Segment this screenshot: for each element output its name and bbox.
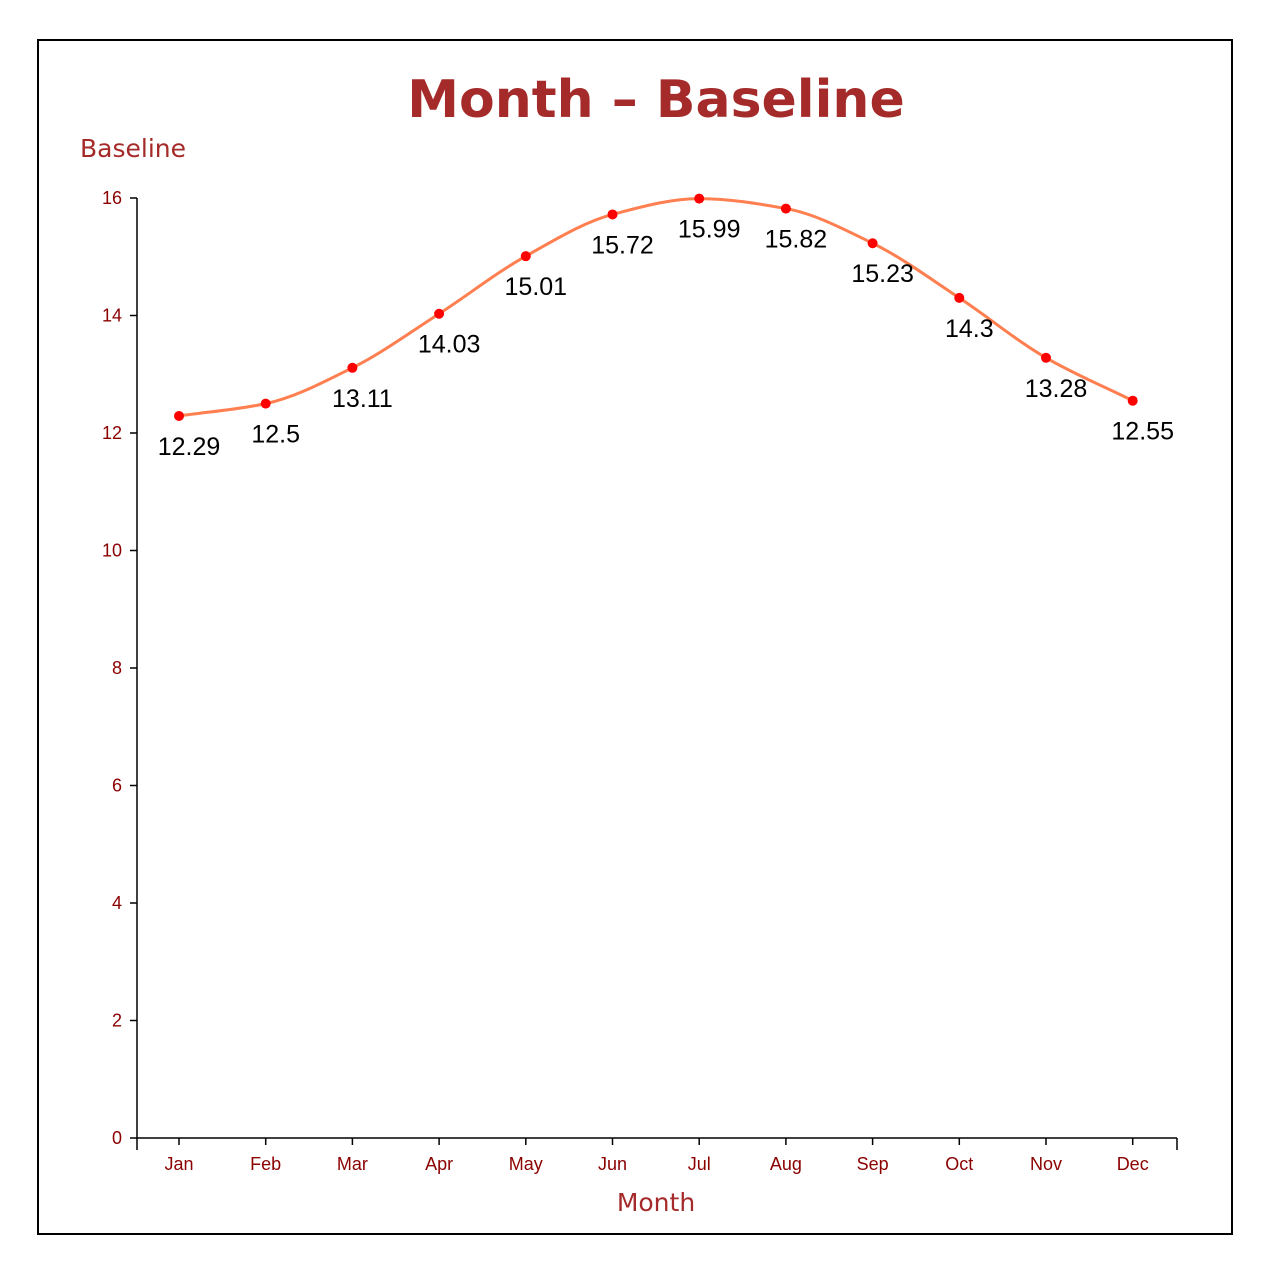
- data-label: 15.82: [765, 226, 828, 254]
- data-points: [174, 193, 1138, 421]
- x-tick-label: Dec: [1117, 1154, 1149, 1174]
- data-label: 14.3: [945, 315, 994, 343]
- y-tick-label: 6: [112, 776, 122, 796]
- data-label: 15.23: [851, 260, 914, 288]
- x-tick-label: Oct: [945, 1154, 973, 1174]
- data-point: [867, 238, 878, 249]
- data-label: 15.99: [678, 216, 741, 244]
- data-point: [1127, 395, 1138, 406]
- x-tick-label: Jul: [688, 1154, 711, 1174]
- data-label: 13.28: [1025, 375, 1088, 403]
- data-label: 13.11: [332, 385, 393, 413]
- x-axis-title: Month: [617, 1188, 695, 1217]
- x-tick-label: Aug: [770, 1154, 802, 1174]
- y-tick-label: 4: [112, 893, 122, 913]
- y-tick-label: 0: [112, 1128, 122, 1148]
- x-tick-label: Apr: [425, 1154, 453, 1174]
- data-point: [1041, 352, 1051, 363]
- x-tick-label: Feb: [250, 1154, 281, 1174]
- data-label: 12.55: [1111, 418, 1174, 446]
- data-label: 12.29: [158, 433, 221, 461]
- data-label: 12.5: [251, 421, 300, 449]
- data-point: [520, 251, 531, 262]
- y-axis-title: Baseline: [80, 134, 186, 163]
- y-tick-label: 16: [102, 188, 122, 208]
- data-point: [174, 410, 184, 421]
- y-tick-label: 2: [112, 1011, 122, 1031]
- x-axis-ticks: Jan Feb Mar Apr May Jun Jul Aug Sep Oct Nov Dec: [136, 1138, 1178, 1174]
- data-label: 15.01: [505, 273, 568, 301]
- data-labels: 12.29 12.5 13.11 14.03 15.01 15.72 15.99 15.82 1…: [158, 216, 1174, 461]
- chart-frame: [37, 39, 1233, 1235]
- data-point: [780, 203, 791, 214]
- y-tick-label: 14: [102, 306, 122, 326]
- y-tick-label: 12: [102, 423, 122, 443]
- data-label: 14.03: [418, 331, 481, 359]
- x-tick-label: Jan: [164, 1154, 193, 1174]
- data-point: [260, 398, 271, 409]
- x-tick-label: Mar: [337, 1154, 368, 1174]
- axes: [136, 198, 1177, 1139]
- y-tick-label: 10: [102, 541, 122, 561]
- series-line: [178, 197, 1134, 418]
- x-tick-label: Jun: [598, 1154, 627, 1174]
- x-tick-label: May: [509, 1154, 543, 1174]
- data-point: [954, 292, 965, 303]
- x-tick-label: Nov: [1030, 1154, 1062, 1174]
- data-label: 15.72: [591, 231, 654, 259]
- data-point: [347, 362, 358, 373]
- data-point: [434, 308, 445, 319]
- y-tick-label: 8: [112, 658, 122, 678]
- data-point: [607, 209, 618, 220]
- chart-title: Month – Baseline: [407, 70, 904, 130]
- x-tick-label: Sep: [857, 1154, 889, 1174]
- series-group: [178, 197, 1134, 418]
- y-axis-ticks: 0 2 4 6 8 10 12 14 16: [102, 188, 137, 1148]
- data-point: [694, 193, 705, 204]
